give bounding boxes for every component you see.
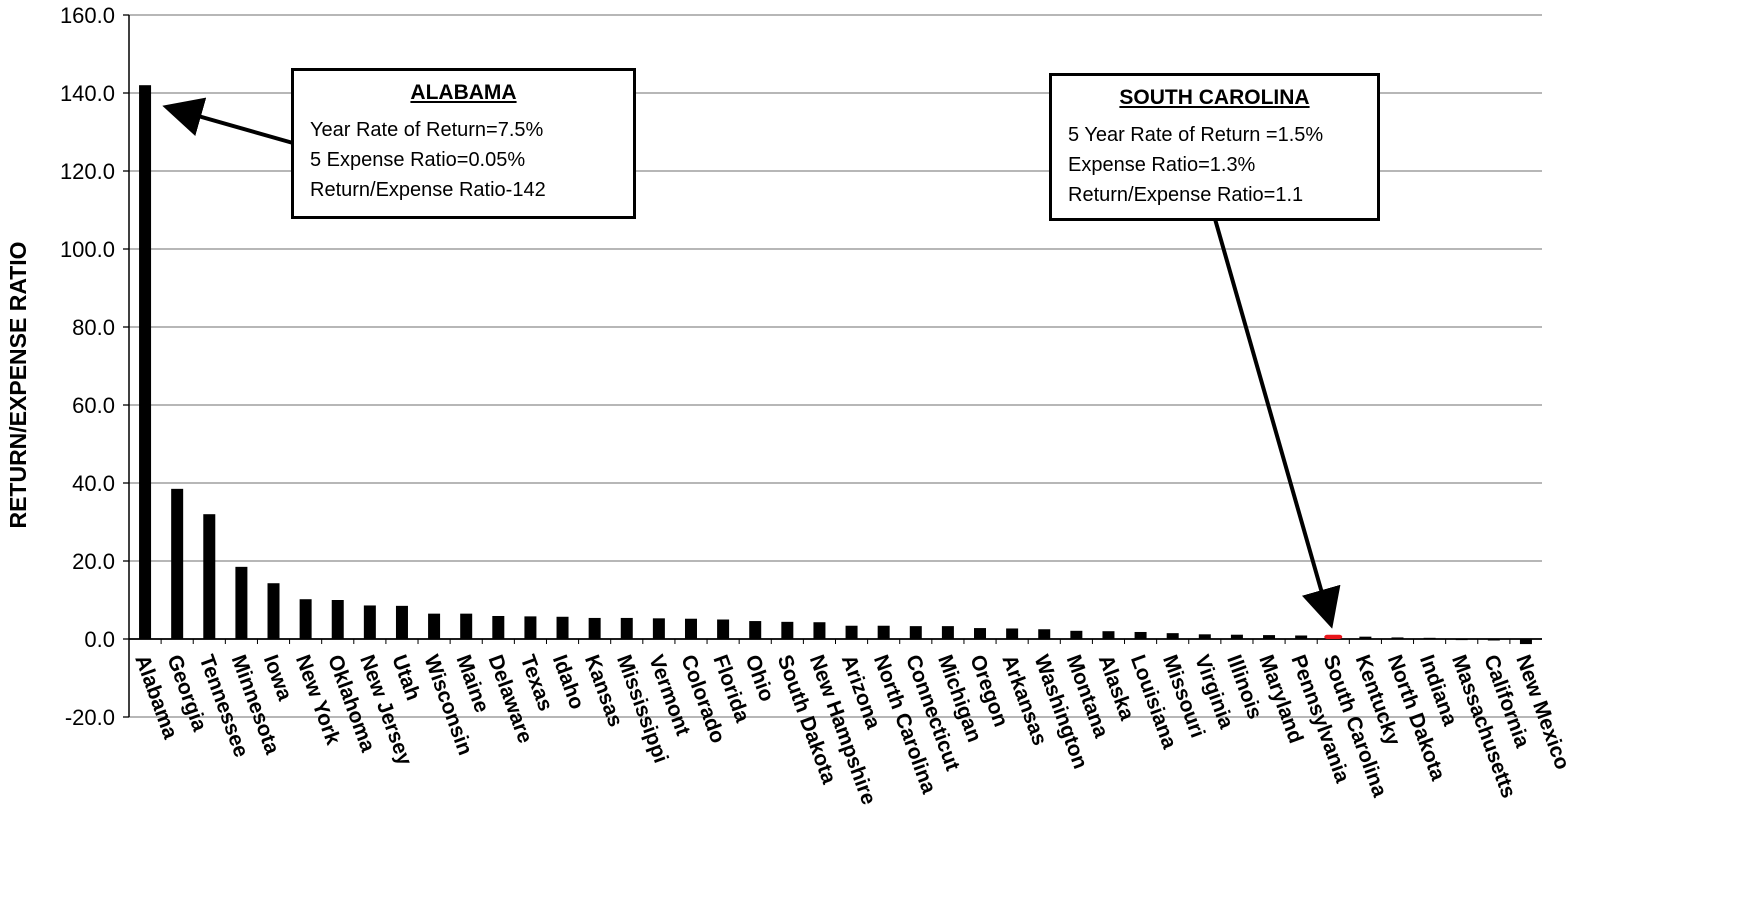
bar-oregon [974, 628, 987, 639]
bar-new-hampshire [813, 622, 826, 639]
alabama-callout-title: ALABAMA [410, 81, 517, 104]
bar-iowa [267, 583, 280, 639]
bar-kansas [588, 617, 601, 639]
bar-kentucky [1359, 636, 1372, 639]
y-tick-label: 0.0 [84, 627, 115, 652]
bar-louisiana [1134, 631, 1147, 639]
bar-oklahoma [331, 600, 344, 639]
category-labels: AlabamaGeorgiaTennesseeMinnesotaIowaNew … [130, 652, 1574, 808]
bar-virginia [1198, 634, 1211, 639]
bar-vermont [652, 618, 665, 639]
y-tick-label: -20.0 [65, 705, 115, 730]
bar-colorado [684, 618, 697, 639]
callout-arrows [162, 97, 1341, 629]
bar-massachusetts [1455, 638, 1468, 641]
alabama-callout-line: Year Rate of Return=7.5% [310, 119, 544, 141]
y-tick-label: 100.0 [60, 237, 115, 262]
south-carolina-callout: SOUTH CAROLINA 5 Year Rate of Return =1.… [1049, 73, 1380, 221]
bar-maine [460, 613, 473, 639]
y-tick-label: 120.0 [60, 159, 115, 184]
bar-minnesota [235, 566, 248, 639]
bar-south-carolina [1324, 634, 1343, 639]
y-tick-label: 20.0 [72, 549, 115, 574]
bar-alaska [1102, 631, 1115, 639]
y-axis-label: RETURN/EXPENSE RATIO [5, 241, 31, 528]
bar-california [1487, 639, 1500, 641]
alabama-callout-arrow [162, 97, 294, 145]
south-carolina-callout-line: Return/Expense Ratio=1.1 [1068, 184, 1304, 206]
bar-alabama [139, 85, 152, 639]
south-carolina-callout-line: Expense Ratio=1.3% [1068, 154, 1256, 176]
bar-georgia [171, 488, 184, 639]
bar-utah [395, 605, 408, 639]
bar-arizona [845, 625, 858, 639]
bars [139, 85, 1532, 645]
bar-new-york [299, 599, 312, 639]
bar-wisconsin [428, 613, 441, 639]
alabama-callout: ALABAMA Year Rate of Return=7.5% 5 Expen… [291, 68, 636, 219]
bar-pennsylvania [1295, 635, 1308, 639]
bar-north-dakota [1391, 637, 1404, 639]
bar-north-carolina [877, 625, 890, 639]
axes: 160.0 140.0 120.0 100.0 80.0 60.0 40.0 20.0 0.0 -… [60, 3, 1542, 730]
bar-arkansas [1006, 628, 1019, 639]
bar-maryland [1263, 635, 1276, 639]
y-tick-label: 60.0 [72, 393, 115, 418]
bar-montana [1070, 630, 1083, 639]
bar-mississippi [620, 617, 633, 639]
bar-florida [717, 619, 730, 639]
y-tick-label: 80.0 [72, 315, 115, 340]
bar-connecticut [909, 626, 922, 639]
bar-idaho [556, 616, 569, 639]
alabama-callout-line: 5 Expense Ratio=0.05% [310, 149, 526, 171]
bar-illinois [1230, 634, 1243, 639]
bar-washington [1038, 629, 1051, 639]
bar-texas [524, 616, 537, 639]
bar-south-dakota [781, 621, 794, 639]
bar-tennessee [203, 514, 216, 639]
south-carolina-callout-line: 5 Year Rate of Return =1.5% [1068, 124, 1324, 146]
bar-ohio [749, 621, 762, 639]
alabama-callout-line: Return/Expense Ratio-142 [310, 179, 546, 201]
bar-new-jersey [363, 605, 376, 639]
y-tick-label: 140.0 [60, 81, 115, 106]
south-carolina-callout-title: SOUTH CAROLINA [1119, 86, 1310, 109]
y-tick-label: 40.0 [72, 471, 115, 496]
bar-missouri [1166, 633, 1179, 639]
south-carolina-callout-arrow [1213, 218, 1341, 629]
y-tick-label: 160.0 [60, 3, 115, 28]
bar-delaware [492, 615, 505, 639]
bar-michigan [941, 626, 954, 639]
bar-new-mexico [1519, 639, 1532, 645]
bar-indiana [1423, 637, 1436, 640]
